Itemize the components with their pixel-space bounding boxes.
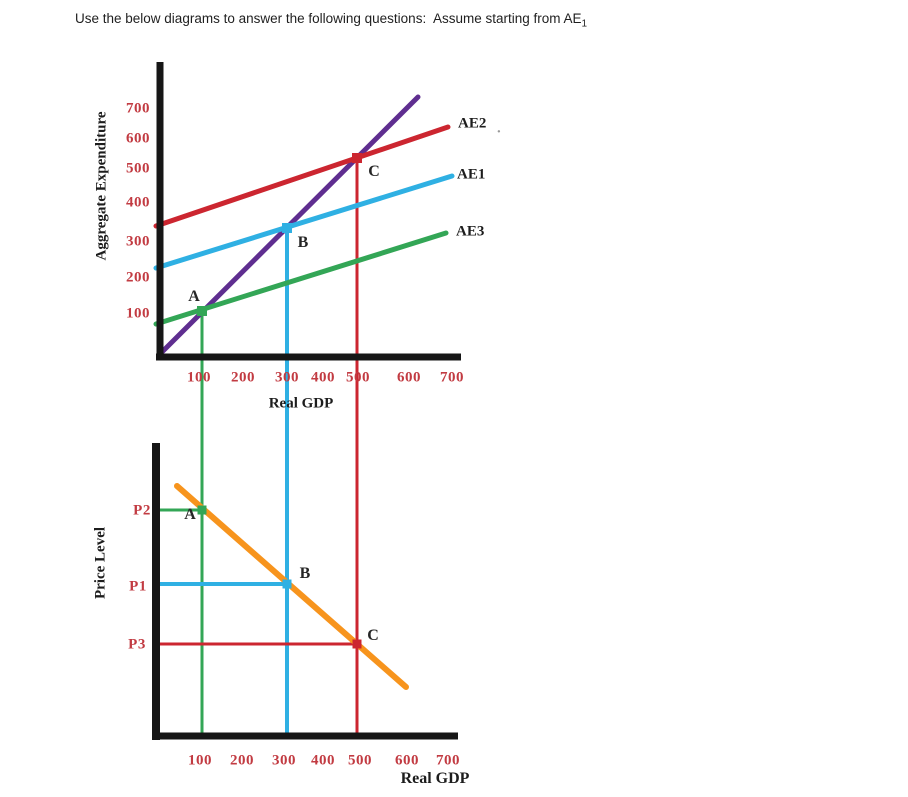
point-c-bottom — [352, 639, 362, 649]
bottom-x-tick-label: 400 — [311, 752, 335, 769]
top-chart-x-axis-title: Real GDP — [268, 395, 334, 412]
bottom-x-tick-label: 500 — [348, 752, 372, 769]
top-y-tick-label: 700 — [126, 100, 150, 117]
curve-label-ae1: AE1 — [457, 166, 486, 183]
bottom-x-tick-label: 100 — [188, 752, 212, 769]
top-x-tick-label: 700 — [440, 369, 464, 386]
point-b-bottom — [282, 579, 292, 589]
point-b-top — [282, 223, 292, 233]
ae2-line — [153, 124, 451, 229]
bottom-chart-x-axis-title: Real GDP — [400, 770, 470, 787]
ae1-line — [153, 173, 455, 271]
point-label-c-bottom: C — [367, 627, 379, 644]
point-label-a-top: A — [188, 288, 200, 305]
point-label-b-top: B — [297, 234, 309, 251]
bottom-y-tick-label: P3 — [128, 636, 146, 653]
top-y-tick-label: 500 — [126, 160, 150, 177]
bottom-x-tick-label: 700 — [436, 752, 460, 769]
top-chart-y-axis-title: Aggregate Expenditure — [93, 111, 110, 261]
top-x-tick-label: 500 — [346, 369, 370, 386]
bottom-x-tick-label: 200 — [230, 752, 254, 769]
bottom-x-tick-label: 300 — [272, 752, 296, 769]
page-title: Use the below diagrams to answer the fol… — [75, 11, 587, 30]
bottom-x-tick-label: 600 — [395, 752, 419, 769]
bottom-y-tick-label: P1 — [129, 578, 147, 595]
point-label-a-bottom: A — [184, 506, 196, 523]
point-c-top — [352, 153, 362, 163]
point-label-b-bottom: B — [299, 565, 311, 582]
bottom-y-tick-label: P2 — [133, 502, 151, 519]
top-x-tick-label: 600 — [397, 369, 421, 386]
point-label-c-top: C — [368, 163, 380, 180]
title-subscript: 1 — [581, 18, 588, 30]
title-text: Use the below diagrams to answer the fol… — [75, 11, 582, 26]
top-x-tick-label: 400 — [311, 369, 335, 386]
point-a-bottom — [197, 505, 207, 515]
stray-mark: . — [497, 120, 501, 137]
top-y-tick-label: 600 — [126, 130, 150, 147]
top-y-tick-label: 400 — [126, 194, 150, 211]
top-y-tick-label: 300 — [126, 233, 150, 250]
top-y-tick-label: 200 — [126, 269, 150, 286]
top-x-tick-label: 200 — [231, 369, 255, 386]
top-x-tick-label: 300 — [275, 369, 299, 386]
curve-label-ae3: AE3 — [456, 223, 485, 240]
curve-label-ae2: AE2 — [458, 115, 487, 132]
point-a-top — [197, 306, 207, 316]
bottom-chart-y-axis-title: Price Level — [92, 526, 109, 600]
top-x-tick-label: 100 — [187, 369, 211, 386]
top-y-tick-label: 100 — [126, 305, 150, 322]
